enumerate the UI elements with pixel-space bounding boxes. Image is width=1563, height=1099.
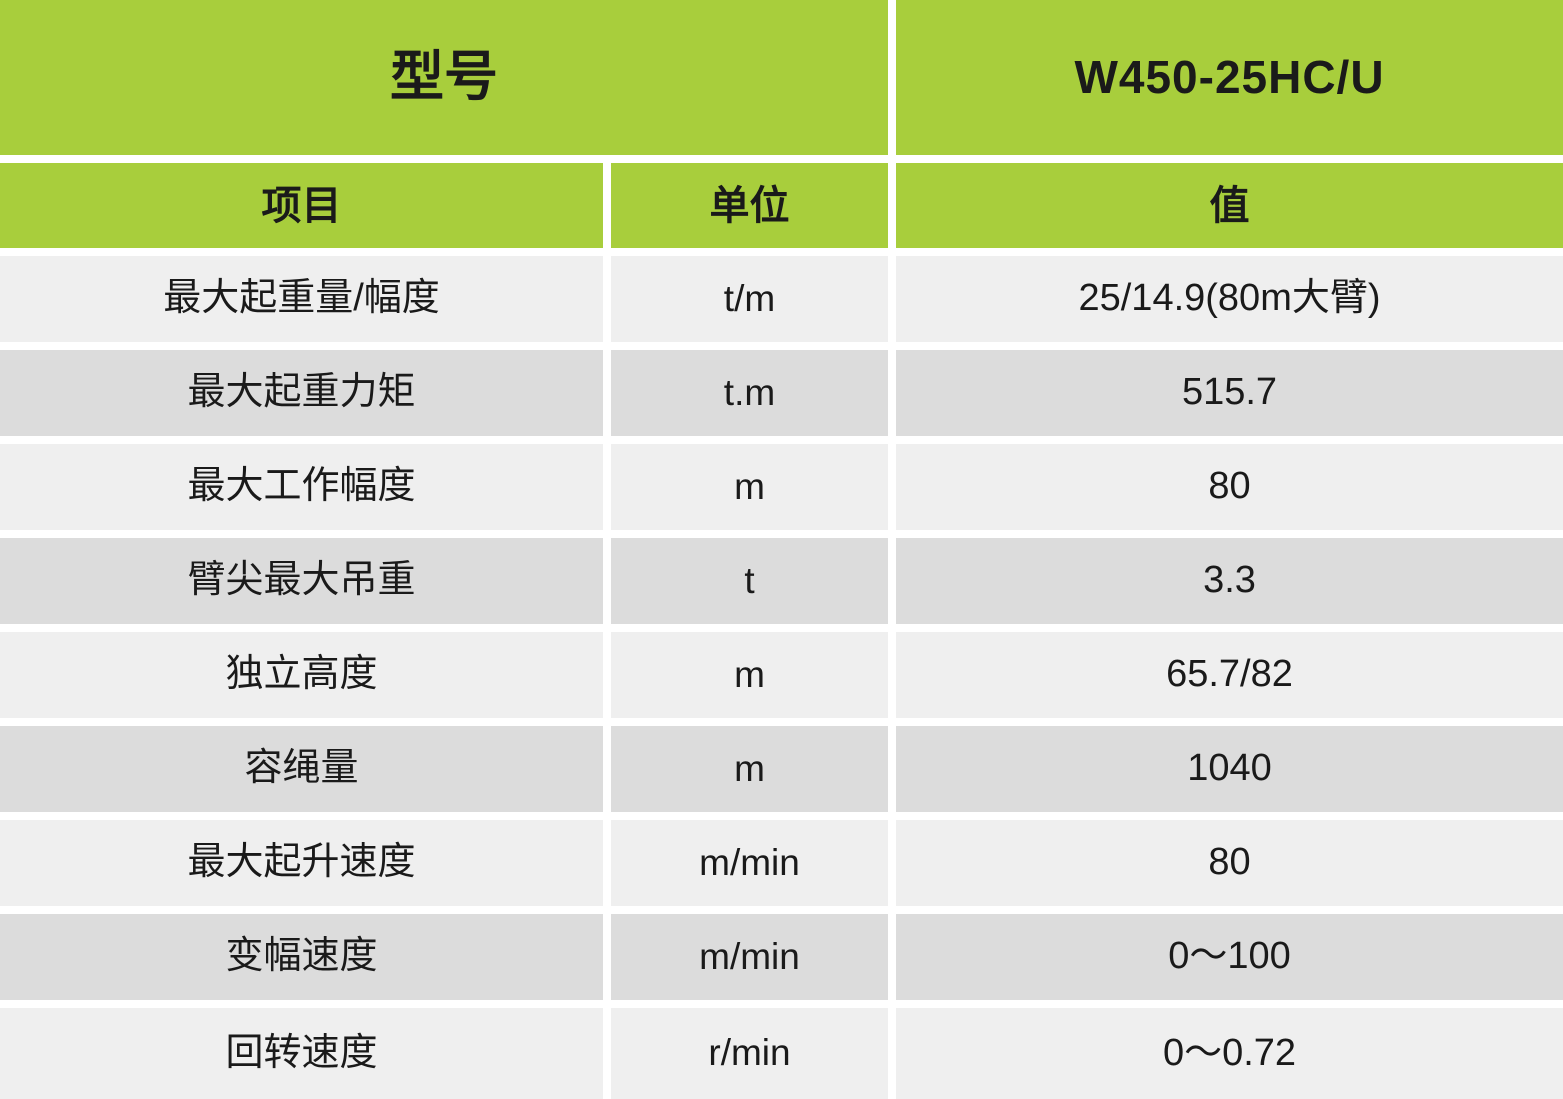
row-value: 515.7 [896, 350, 1563, 436]
row-item-label: 最大起升速度 [0, 820, 603, 906]
row-value: 80 [896, 820, 1563, 906]
row-item-label: 最大工作幅度 [0, 444, 603, 530]
row-value: 3.3 [896, 538, 1563, 624]
row-value: 25/14.9(80m大臂) [896, 256, 1563, 342]
column-header-item: 项目 [0, 163, 603, 248]
row-unit: m [611, 632, 888, 718]
row-value: 80 [896, 444, 1563, 530]
row-unit: m [611, 444, 888, 530]
row-unit: t.m [611, 350, 888, 436]
row-value: 0～0.72 [896, 1008, 1563, 1099]
row-unit: m [611, 726, 888, 812]
row-item-label: 变幅速度 [0, 914, 603, 1000]
row-unit: m/min [611, 914, 888, 1000]
row-unit: t [611, 538, 888, 624]
row-value: 1040 [896, 726, 1563, 812]
row-item-label: 最大起重力矩 [0, 350, 603, 436]
model-header-value: W450-25HC/U [896, 0, 1563, 155]
row-item-label: 独立高度 [0, 632, 603, 718]
row-unit: r/min [611, 1008, 888, 1099]
row-value: 0～100 [896, 914, 1563, 1000]
column-header-value: 值 [896, 163, 1563, 248]
row-unit: t/m [611, 256, 888, 342]
row-item-label: 最大起重量/幅度 [0, 256, 603, 342]
model-header-label: 型号 [0, 0, 888, 155]
row-item-label: 臂尖最大吊重 [0, 538, 603, 624]
row-item-label: 容绳量 [0, 726, 603, 812]
row-unit: m/min [611, 820, 888, 906]
column-header-unit: 单位 [611, 163, 888, 248]
row-item-label: 回转速度 [0, 1008, 603, 1099]
row-value: 65.7/82 [896, 632, 1563, 718]
